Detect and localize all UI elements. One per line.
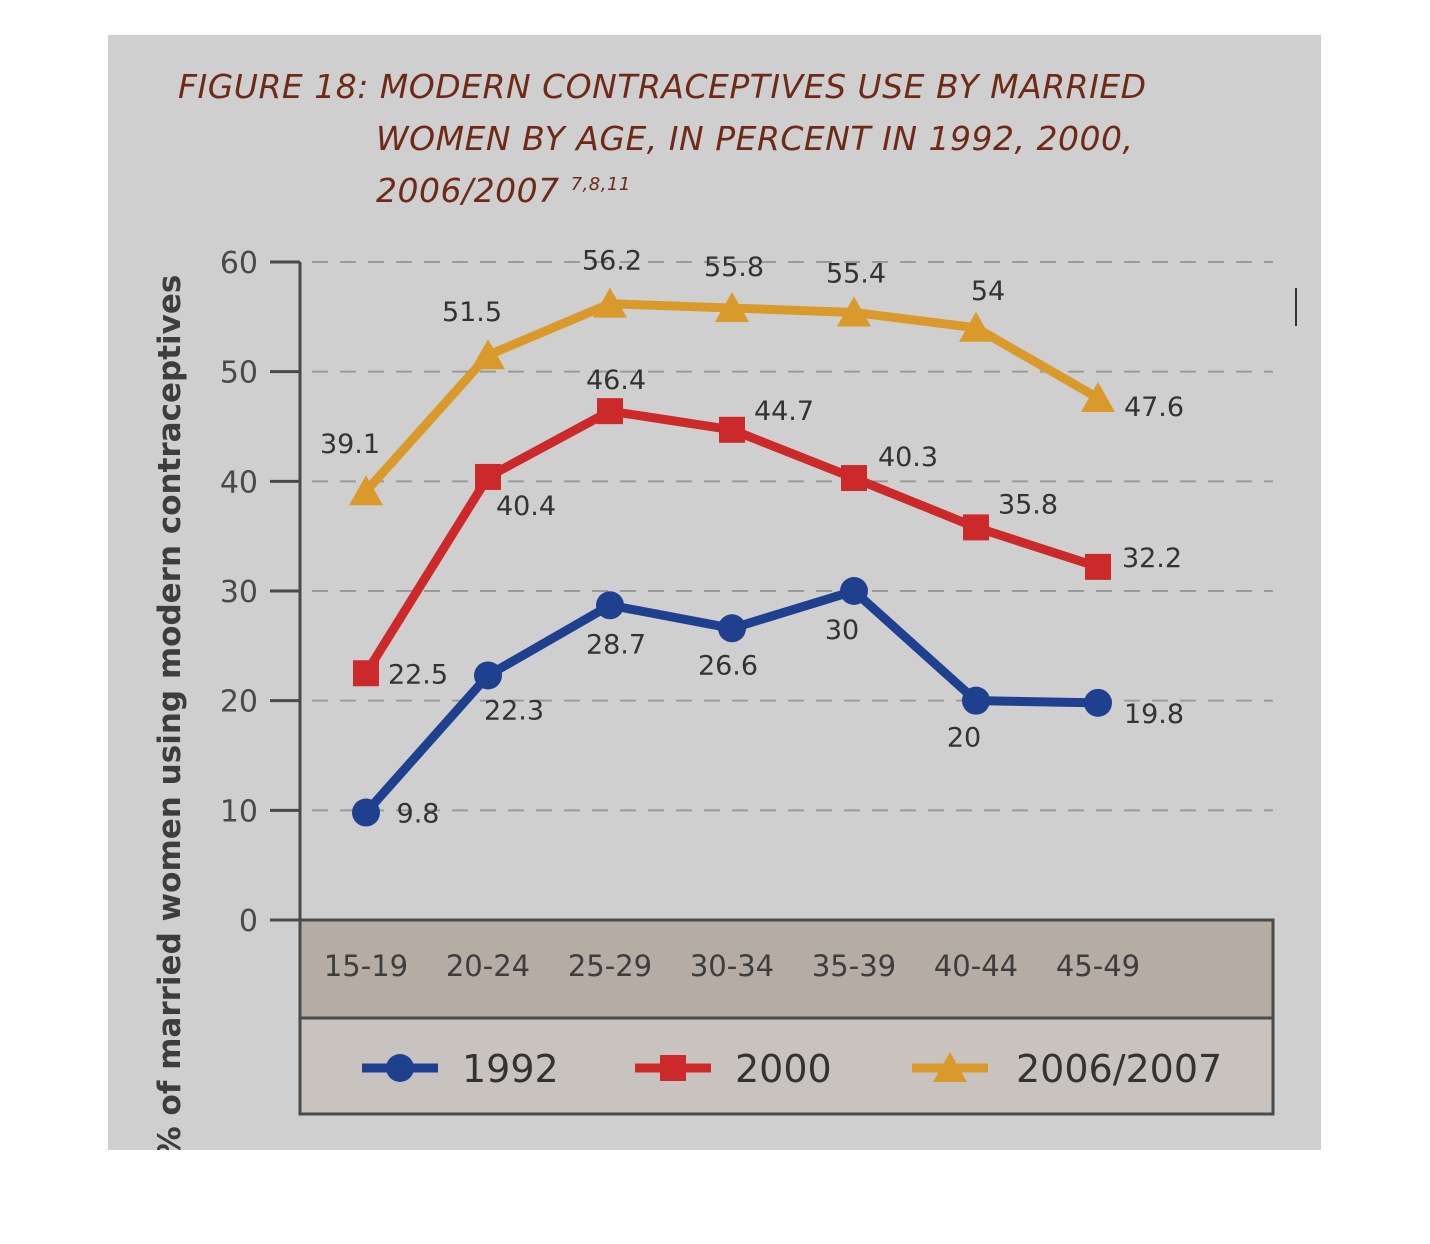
y-axis-label: % of married women using modern contrace… [152, 275, 188, 1150]
data-label: 30 [825, 615, 859, 646]
y-tick-label: 20 [220, 685, 258, 720]
legend-marker [933, 1052, 967, 1082]
marker-2006/2007 [349, 475, 383, 506]
marker-2000 [353, 660, 379, 687]
marker-2000 [719, 416, 745, 443]
data-label: 22.5 [388, 659, 448, 690]
marker-2006/2007 [1081, 381, 1115, 412]
data-label: 44.7 [754, 396, 814, 427]
marker-2000 [597, 398, 623, 425]
figure-title-line-1: FIGURE 18: MODERN CONTRACEPTIVES USE BY … [178, 67, 1147, 106]
marker-2000 [1085, 553, 1111, 580]
marker-2006/2007 [959, 311, 993, 342]
data-label: 47.6 [1124, 392, 1184, 423]
marker-2000 [475, 463, 501, 490]
marker-1992 [474, 661, 502, 690]
marker-2006/2007 [471, 339, 505, 370]
data-label: 39.1 [320, 429, 380, 460]
data-label: 40.4 [496, 491, 556, 522]
y-tick-label: 30 [220, 575, 258, 610]
x-tick-label: 35-39 [812, 949, 896, 983]
x-tick-label: 15-19 [324, 949, 408, 983]
data-label: 40.3 [878, 442, 938, 473]
data-label: 32.2 [1122, 543, 1182, 574]
legend-label: 2006/2007 [1016, 1047, 1222, 1091]
marker-2000 [963, 514, 989, 541]
line-chart: 0 10 20 30 40 50 60 % of married women using mo… [152, 246, 1275, 1150]
marker-1992 [718, 614, 746, 643]
data-label: 19.8 [1124, 699, 1184, 730]
data-label: 51.5 [442, 297, 502, 328]
data-label: 20 [947, 723, 981, 754]
marker-1992 [352, 798, 380, 827]
marker-2000 [841, 465, 867, 492]
y-tick-label: 60 [220, 246, 258, 281]
marker-1992 [596, 591, 624, 620]
x-tick-label: 25-29 [568, 949, 652, 983]
x-tick-label: 20-24 [446, 949, 530, 983]
marker-2006/2007 [715, 292, 749, 323]
marker-1992 [840, 577, 868, 605]
figure-title-line-3-text: 2006/2007 [376, 171, 560, 210]
data-label: 56.2 [582, 246, 642, 277]
legend-label: 1992 [462, 1047, 559, 1091]
x-tick-label: 30-34 [690, 949, 774, 983]
data-label: 55.8 [704, 252, 764, 283]
x-tick-label: 40-44 [934, 949, 1018, 983]
legend-label: 2000 [735, 1047, 832, 1091]
y-tick-label: 50 [220, 356, 258, 391]
data-label: 28.7 [586, 629, 646, 660]
data-label: 55.4 [826, 258, 886, 289]
marker-2006/2007 [837, 296, 871, 327]
figure-title-line-2: WOMEN BY AGE, IN PERCENT IN 1992, 2000, [376, 119, 1134, 158]
figure-panel: FIGURE 18: MODERN CONTRACEPTIVES USE BY … [108, 35, 1321, 1150]
figure-title-line-3: 2006/2007 7,8,11 [376, 171, 631, 210]
category-band [298, 918, 1275, 1020]
y-tick-label: 40 [220, 465, 258, 500]
data-label: 54 [971, 276, 1005, 307]
marker-1992 [962, 686, 990, 715]
y-tick-label: 10 [220, 794, 258, 829]
data-label: 46.4 [586, 365, 646, 396]
marker-2006/2007 [593, 287, 627, 318]
series-line-2006/2007 [361, 299, 1103, 496]
y-tick-label: 0 [239, 904, 258, 939]
x-tick-label: 45-49 [1056, 949, 1140, 983]
marker-1992 [1084, 688, 1112, 717]
data-label: 35.8 [998, 489, 1058, 520]
data-label: 26.6 [698, 650, 758, 681]
data-label: 22.3 [484, 695, 544, 726]
legend-marker [386, 1054, 414, 1082]
data-label: 9.8 [397, 799, 440, 830]
text-cursor [1295, 288, 1297, 326]
legend-marker [660, 1055, 686, 1081]
figure-title-superscript: 7,8,11 [570, 174, 631, 195]
